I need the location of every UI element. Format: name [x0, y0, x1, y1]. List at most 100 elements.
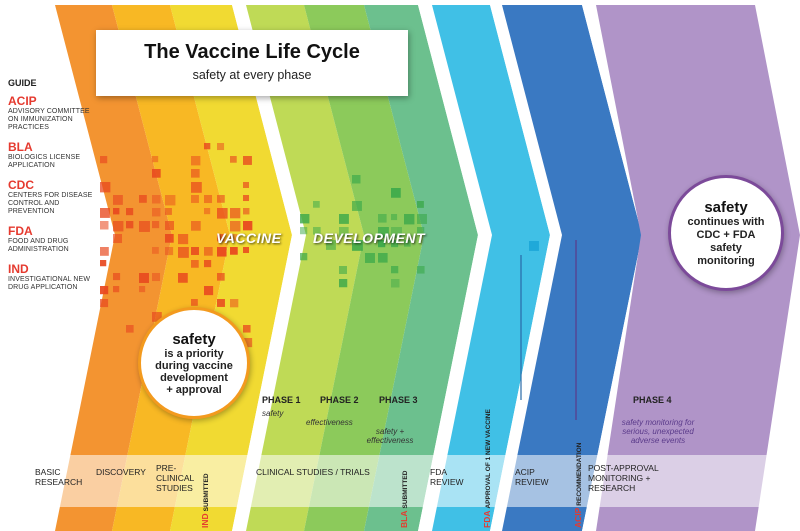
guide-definition: INVESTIGATIONAL NEW DRUG APPLICATION [8, 276, 91, 291]
square-red [152, 156, 159, 163]
square-red [243, 325, 251, 333]
square-green [352, 240, 363, 251]
square-red [100, 286, 109, 295]
milestone-text: SUBMITTED [203, 473, 210, 512]
safety-priority-line: + approval [166, 383, 222, 396]
stage-label-strip [0, 455, 800, 507]
guide-definition: ADVISORY COMMITTEE ON IMMUNIZATION PRACT… [8, 108, 90, 131]
square-red [230, 208, 241, 219]
stage-line: REVIEW [430, 477, 464, 487]
square-green [339, 266, 347, 274]
safety-continues-heading: safety [704, 198, 748, 216]
square-red [217, 208, 228, 219]
square-green [391, 279, 400, 288]
square-red [100, 156, 108, 164]
square-green [352, 175, 361, 184]
milestone-fda-approval: FDAAPPROVAL OF 1 NEW VACCINE [482, 409, 492, 528]
square-red [230, 221, 241, 232]
square-red [230, 156, 237, 163]
square-red [217, 273, 225, 281]
phase-3-note-line: effectiveness [366, 436, 414, 445]
square-green [417, 227, 425, 235]
square-red [126, 325, 134, 333]
square-green [404, 214, 415, 225]
square-green [404, 240, 411, 247]
milestone-text: RECOMMENDATION [576, 442, 583, 506]
band-fda-review [432, 5, 550, 531]
square-red [165, 208, 172, 215]
guide-item-cdc: CDC CENTERS FOR DISEASE CONTROL AND PREV… [8, 178, 100, 216]
band-basic-research [55, 5, 172, 531]
square-red [113, 195, 123, 205]
square-green [378, 227, 389, 238]
square-green [339, 227, 349, 237]
stage-basic-research: BASIC RESEARCH [35, 467, 82, 487]
phase-4-note-line: safety monitoring for [621, 418, 695, 427]
square-green [300, 214, 310, 224]
phase-4-label: PHASE 4 [633, 395, 672, 405]
stage-line: CLINICAL [156, 473, 195, 483]
square-red [243, 156, 252, 165]
milestone-abbr: IND [200, 513, 210, 528]
square-red [217, 247, 227, 257]
square-green [391, 214, 398, 221]
square-red [152, 208, 161, 217]
safety-continues-line: monitoring [697, 254, 755, 267]
square-red [191, 299, 198, 306]
phase-4-note: safety monitoring for serious, unexpecte… [610, 418, 706, 445]
band-phase-1 [246, 5, 364, 531]
square-red [191, 247, 199, 255]
square-green [300, 253, 308, 261]
stage-line: FDA [430, 467, 447, 477]
square-red [178, 234, 189, 245]
square-red [191, 182, 202, 193]
stage-line: PRE- [156, 463, 177, 473]
phase-3-note: safety + effectiveness [358, 427, 422, 445]
phase-1-label: PHASE 1 [262, 395, 301, 405]
stage-line: STUDIES [156, 483, 193, 493]
square-red [139, 221, 150, 232]
milestone-abbr: FDA [482, 510, 492, 528]
square-green [339, 214, 349, 224]
banner-vaccine: VACCINE [216, 230, 282, 246]
square-green [313, 227, 321, 235]
square-red [191, 260, 199, 268]
milestone-abbr: BLA [399, 510, 409, 528]
stage-line: RESEARCH [35, 477, 83, 487]
square-red [191, 156, 201, 166]
stage-fda-review: FDA REVIEW [430, 467, 464, 487]
square-red [152, 221, 160, 229]
square-red [217, 299, 225, 307]
phase-2-label: PHASE 2 [320, 395, 359, 405]
square-red [152, 247, 159, 254]
milestone-bla-submitted: BLASUBMITTED [399, 471, 409, 528]
square-red [100, 208, 110, 218]
phase-4-note-line: serious, unexpected [622, 427, 694, 436]
stage-discovery: DISCOVERY [96, 467, 146, 477]
square-red [100, 221, 109, 230]
square-green [378, 214, 387, 223]
square-green [339, 279, 348, 288]
guide-abbr: IND [8, 262, 29, 276]
diagram-subtitle: safety at every phase [192, 68, 312, 82]
square-red [165, 221, 175, 231]
square-red [204, 260, 212, 268]
stage-line: POST-APPROVAL [588, 463, 659, 473]
guide-definition: FOOD AND DRUG ADMINISTRATION [8, 238, 69, 253]
square-red [113, 273, 121, 281]
square-red [113, 286, 120, 293]
milestone-ind-submitted: INDSUBMITTED [200, 473, 210, 528]
square-red [139, 195, 147, 203]
square-red [204, 247, 213, 256]
square-red [217, 143, 225, 151]
stage-line: MONITORING + [588, 473, 651, 483]
stage-line: ACIP [515, 467, 535, 477]
phase-3-label: PHASE 3 [379, 395, 418, 405]
band-acip-review [502, 5, 642, 531]
square-red [243, 338, 253, 348]
square-red [178, 273, 188, 283]
square-green [417, 214, 427, 224]
square-red [217, 234, 225, 242]
square-red [243, 182, 250, 189]
